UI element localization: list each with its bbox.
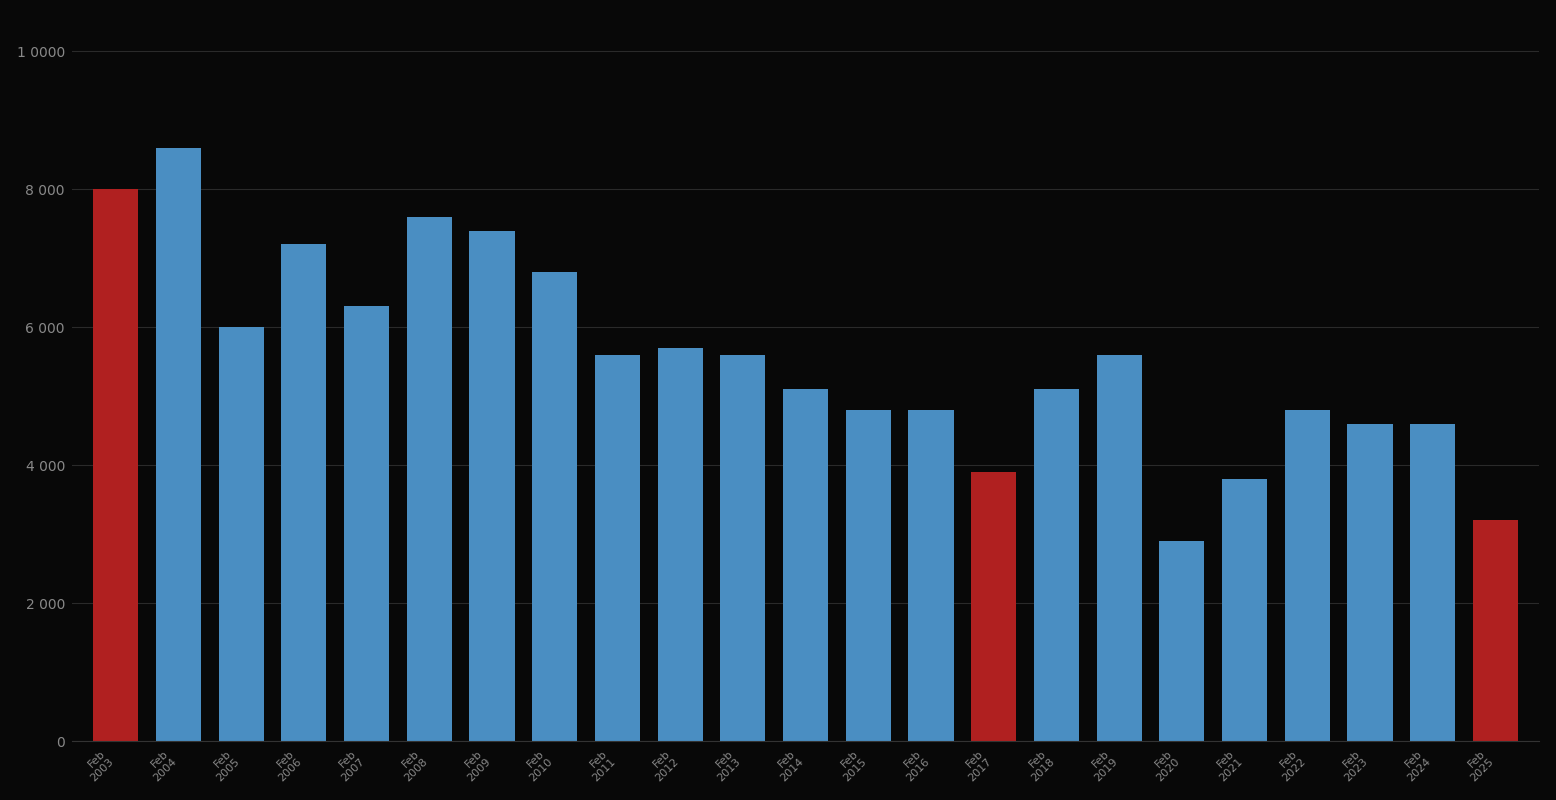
Bar [1159,541,1204,741]
Bar [156,148,201,741]
Bar [1347,424,1393,741]
Bar [532,272,577,741]
Bar [406,217,451,741]
Bar [1285,410,1330,741]
Bar [470,230,515,741]
Bar [218,327,265,741]
Bar [783,390,828,741]
Bar [971,472,1016,741]
Bar [1097,354,1142,741]
Bar [1474,520,1519,741]
Bar [93,189,138,741]
Bar [846,410,892,741]
Bar [344,306,389,741]
Bar [1033,390,1078,741]
Bar [720,354,766,741]
Bar [282,244,327,741]
Bar [594,354,640,741]
Bar [658,348,703,741]
Bar [1410,424,1455,741]
Bar [909,410,954,741]
Bar [1221,479,1267,741]
